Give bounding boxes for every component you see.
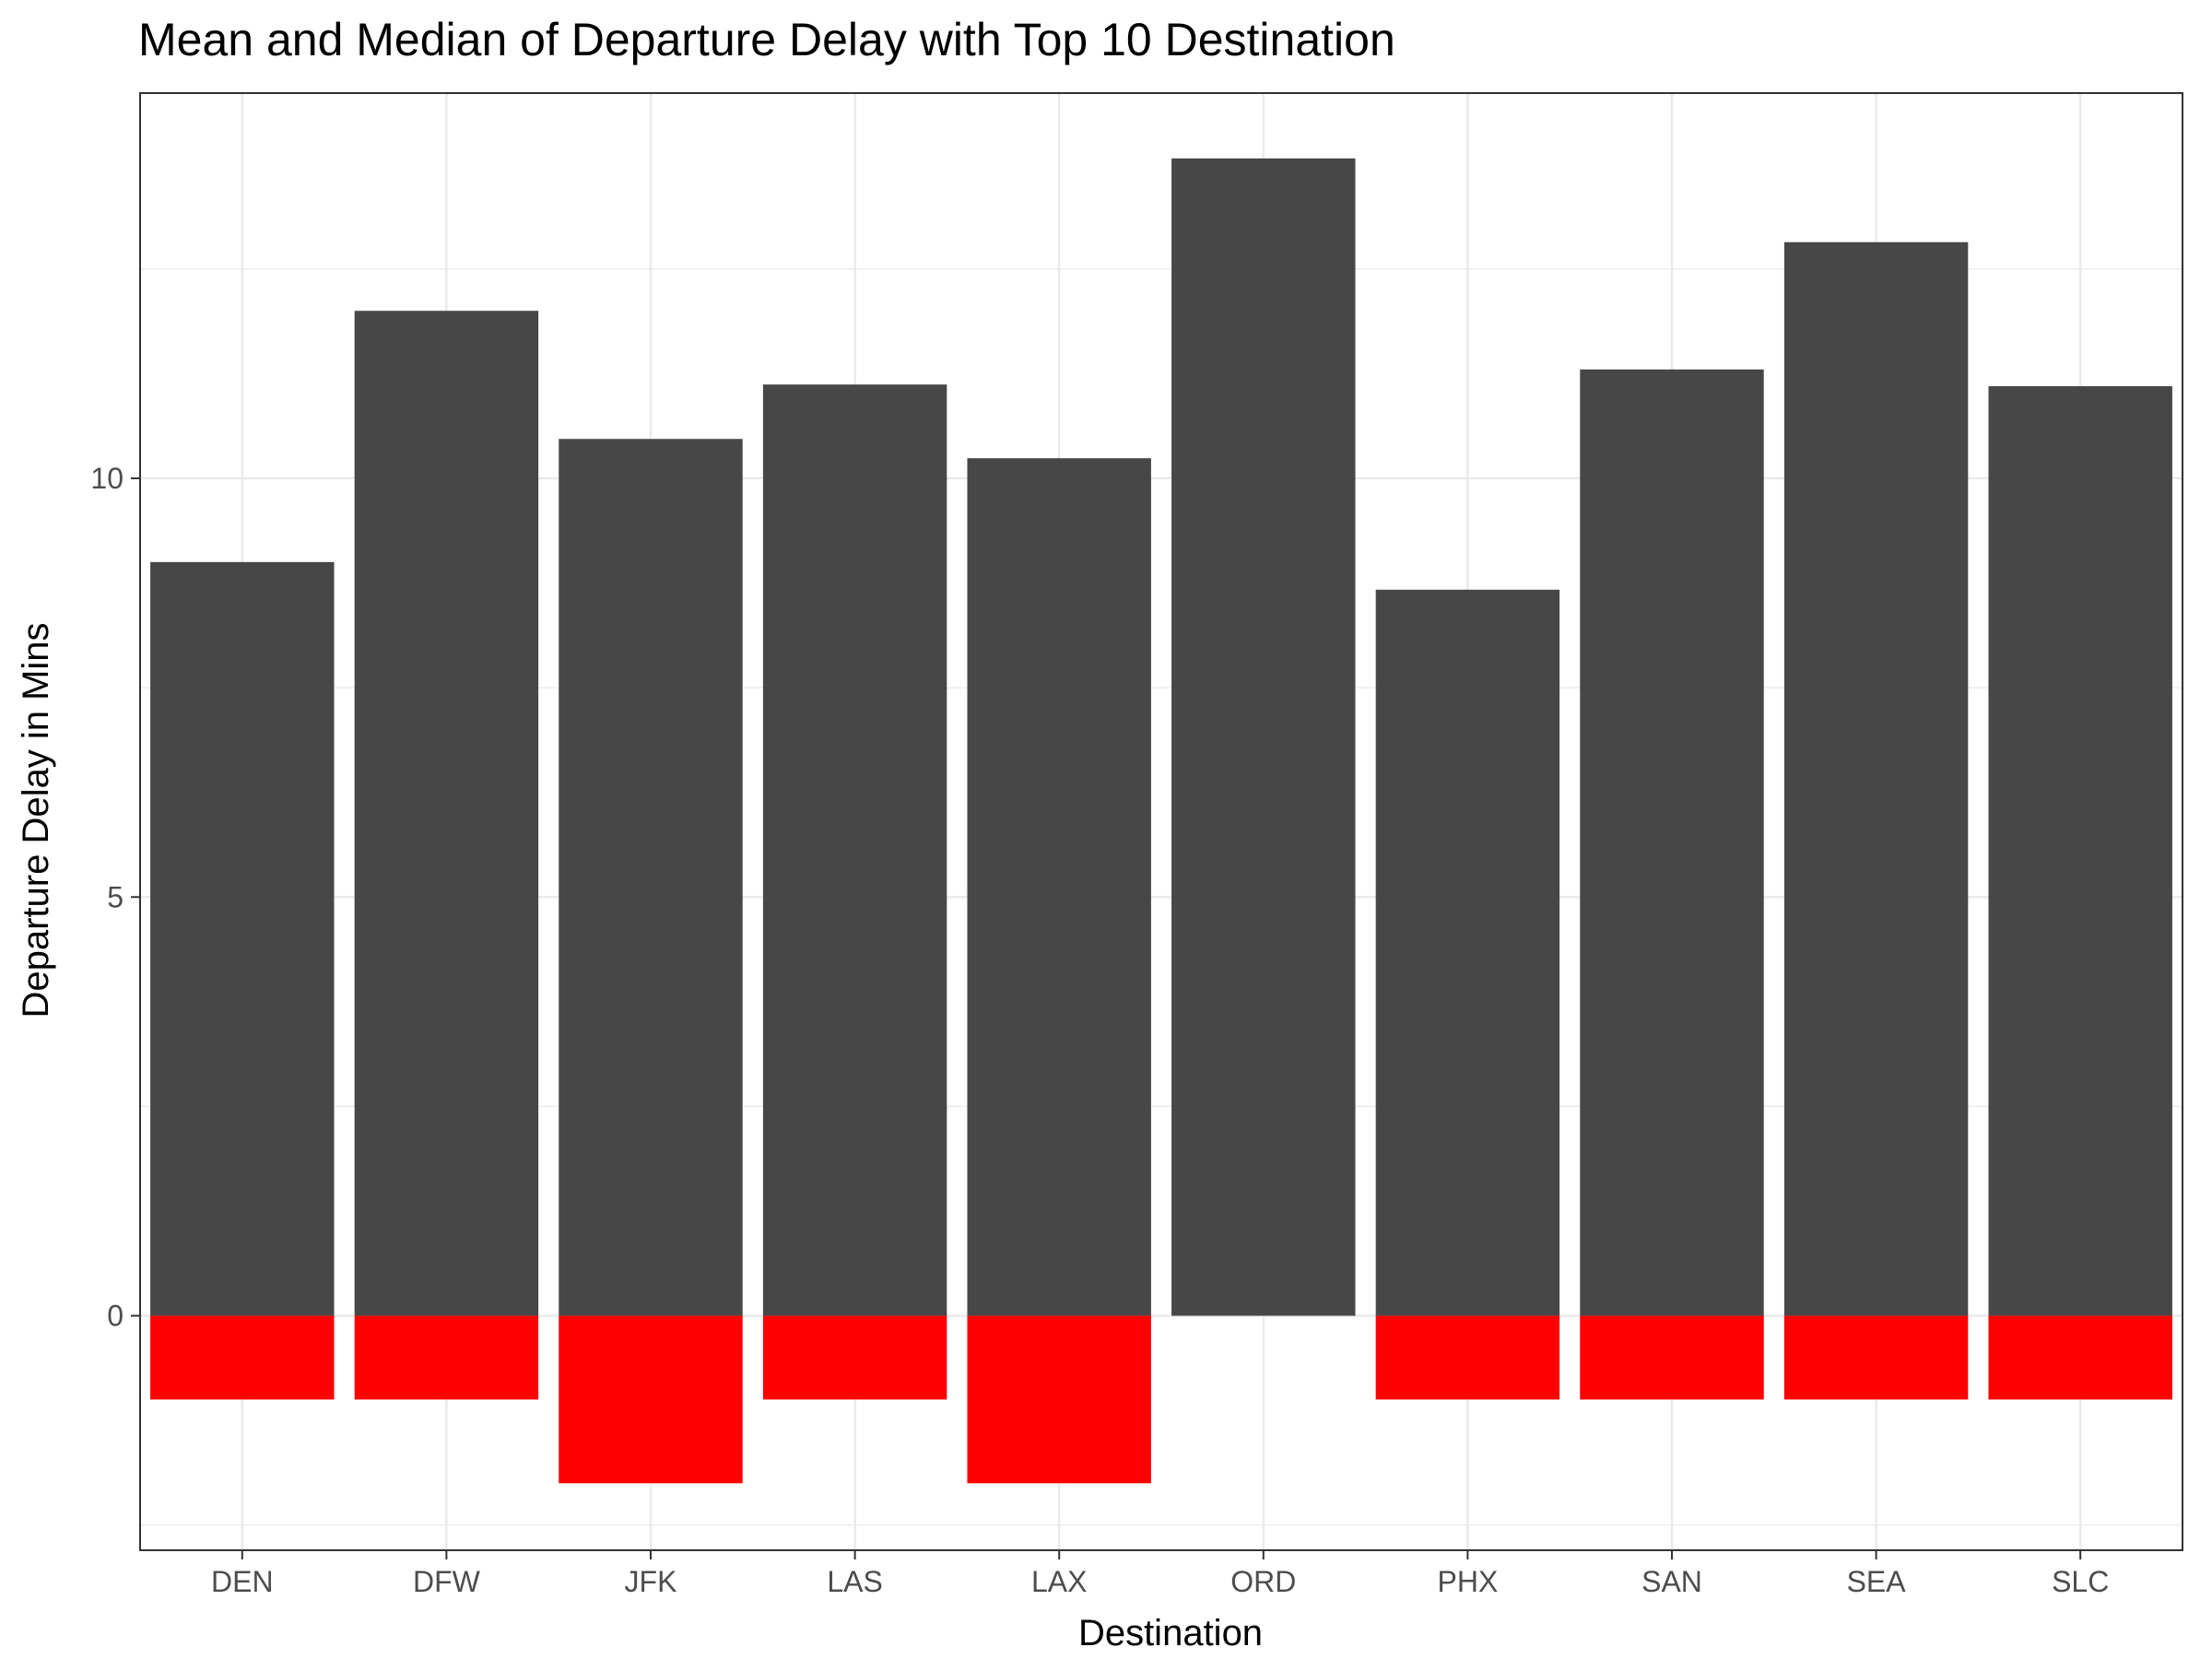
bar-den-series-2 xyxy=(150,1315,335,1400)
bar-slc-series-2 xyxy=(1988,1315,2172,1400)
bar-slc-series-1 xyxy=(1988,386,2172,1316)
y-tick-label: 5 xyxy=(107,880,124,913)
bar-phx-series-2 xyxy=(1375,1315,1560,1400)
x-tick-label-las: LAS xyxy=(827,1565,882,1598)
bar-lax-series-1 xyxy=(967,458,1151,1316)
ticks-layer: 0 5 10 DEN DFW JFK LAS LAX ORD PHX SAN SEA SLC xyxy=(90,462,2109,1598)
bar-den-series-1 xyxy=(150,561,335,1316)
bar-san-series-2 xyxy=(1580,1315,1764,1400)
y-axis-title: Departure Delay in Mins xyxy=(16,622,56,1018)
bars-layer xyxy=(150,158,2172,1484)
panel-border xyxy=(139,92,2183,1551)
bar-sea-series-1 xyxy=(1783,241,1969,1316)
bar-phx-series-1 xyxy=(1375,589,1560,1316)
x-tick-label-lax: LAX xyxy=(1031,1565,1087,1598)
bar-san-series-1 xyxy=(1580,369,1764,1316)
x-tick-label-dfw: DFW xyxy=(413,1565,481,1598)
bar-jfk-series-1 xyxy=(559,439,743,1316)
x-tick-label-jfk: JFK xyxy=(625,1565,677,1598)
bar-las-series-2 xyxy=(762,1315,947,1400)
x-tick-label-phx: PHX xyxy=(1438,1565,1499,1598)
bar-ord-series-1 xyxy=(1171,158,1356,1316)
x-tick-label-den: DEN xyxy=(211,1565,274,1598)
x-tick-label-slc: SLC xyxy=(2052,1565,2109,1598)
bar-lax-series-2 xyxy=(967,1315,1151,1484)
bar-sea-series-2 xyxy=(1783,1315,1969,1400)
x-tick-label-sea: SEA xyxy=(1847,1565,1907,1598)
bar-dfw-series-1 xyxy=(354,311,539,1316)
y-tick-label: 10 xyxy=(90,462,124,495)
bar-las-series-1 xyxy=(762,384,947,1316)
y-tick-label: 0 xyxy=(107,1300,124,1333)
x-axis-title: Destination xyxy=(1078,1613,1263,1653)
x-tick-label-san: SAN xyxy=(1641,1565,1702,1598)
bar-jfk-series-2 xyxy=(559,1315,743,1484)
bar-dfw-series-2 xyxy=(354,1315,539,1400)
x-tick-label-ord: ORD xyxy=(1230,1565,1296,1598)
chart-title: Mean and Median of Departure Delay with … xyxy=(138,14,1395,65)
